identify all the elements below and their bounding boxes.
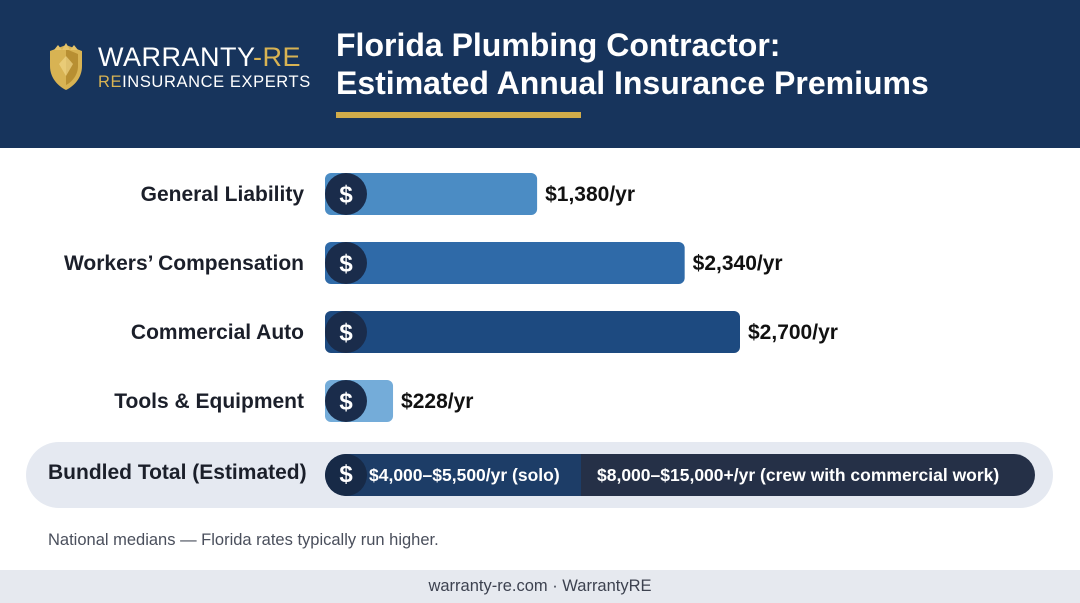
page-title: Florida Plumbing Contractor: Estimated A… (336, 26, 929, 102)
dollar-coin-icon (325, 173, 367, 215)
dollar-coin-icon (325, 380, 367, 422)
value-label: $2,340/yr (693, 252, 783, 275)
category-label: Commercial Auto (131, 321, 304, 344)
footer-bar: warranty-re.com · WarrantyRE (0, 570, 1080, 603)
bundled-total-label: Bundled Total (Estimated) (48, 461, 307, 484)
dollar-coin-icon (325, 242, 367, 284)
bundled-total-row: Bundled Total (Estimated) $ $4,000–$5,50… (26, 442, 1053, 508)
shield-icon (50, 43, 82, 90)
brand-logo[interactable]: WARRANTY-RE REINSURANCE EXPERTS (46, 42, 311, 92)
footnote: National medians — Florida rates typical… (48, 531, 439, 549)
bar (325, 242, 685, 284)
bar (325, 173, 538, 215)
bar (325, 311, 740, 353)
brand-tagline-rest: INSURANCE EXPERTS (122, 73, 311, 91)
value-label: $1,380/yr (545, 183, 635, 206)
brand-name: WARRANTY-RE (98, 42, 311, 72)
value-label: $2,700/yr (748, 321, 838, 344)
category-label: General Liability (141, 183, 305, 206)
solo-total-value: $4,000–$5,500/yr (solo) (369, 465, 560, 485)
coin-glyph: $ (339, 320, 353, 347)
footer-link[interactable]: warranty-re.com · WarrantyRE (428, 577, 652, 595)
bundled-total-pill: $ $4,000–$5,500/yr (solo) $8,000–$15,000… (325, 454, 1035, 496)
brand-name-accent: -RE (253, 42, 302, 72)
header-banner: WARRANTY-RE REINSURANCE EXPERTS Florida … (0, 0, 1080, 148)
category-label: Tools & Equipment (114, 390, 304, 413)
title-underline (336, 112, 581, 118)
category-label: Workers’ Compensation (64, 252, 304, 275)
solo-segment (325, 454, 581, 496)
value-label: $228/yr (401, 390, 473, 413)
coin-glyph: $ (339, 389, 353, 416)
brand-tagline-accent: RE (98, 73, 123, 91)
dollar-coin-icon: $ (325, 454, 367, 496)
brand-tagline: REINSURANCE EXPERTS (98, 72, 311, 92)
premium-bar-chart: General Liability $ $1,380/yr Workers’ Comp… (64, 173, 838, 422)
crew-total-value: $8,000–$15,000+/yr (crew with commercial… (597, 465, 1000, 485)
coin-glyph: $ (339, 251, 353, 278)
title-line-1: Florida Plumbing Contractor: (336, 27, 781, 63)
coin-glyph: $ (339, 182, 353, 209)
title-line-2: Estimated Annual Insurance Premiums (336, 65, 929, 101)
brand-text: WARRANTY-RE REINSURANCE EXPERTS (98, 42, 311, 92)
dollar-coin-icon (325, 311, 367, 353)
brand-name-main: WARRANTY (98, 42, 254, 72)
